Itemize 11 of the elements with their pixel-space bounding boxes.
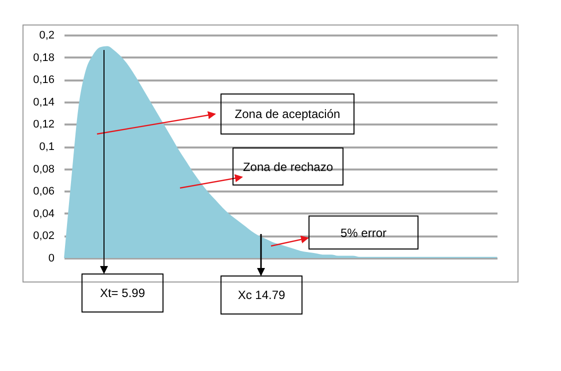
y-tick-label: 0,06: [33, 186, 54, 198]
y-tick-label: 0: [48, 252, 54, 264]
y-tick-label: 0,2: [39, 30, 54, 42]
y-tick-label: 0,12: [33, 118, 54, 131]
y-tick-label: 0,08: [33, 163, 54, 176]
y-tick-label: 0,1: [39, 141, 54, 153]
y-tick-label: 0,14: [33, 96, 54, 108]
y-tick-label: 0,04: [33, 208, 54, 220]
y-tick-label: 0,02: [33, 230, 54, 242]
y-tick-label: 0,18: [33, 52, 54, 64]
y-tick-label: 0,16: [33, 74, 54, 86]
